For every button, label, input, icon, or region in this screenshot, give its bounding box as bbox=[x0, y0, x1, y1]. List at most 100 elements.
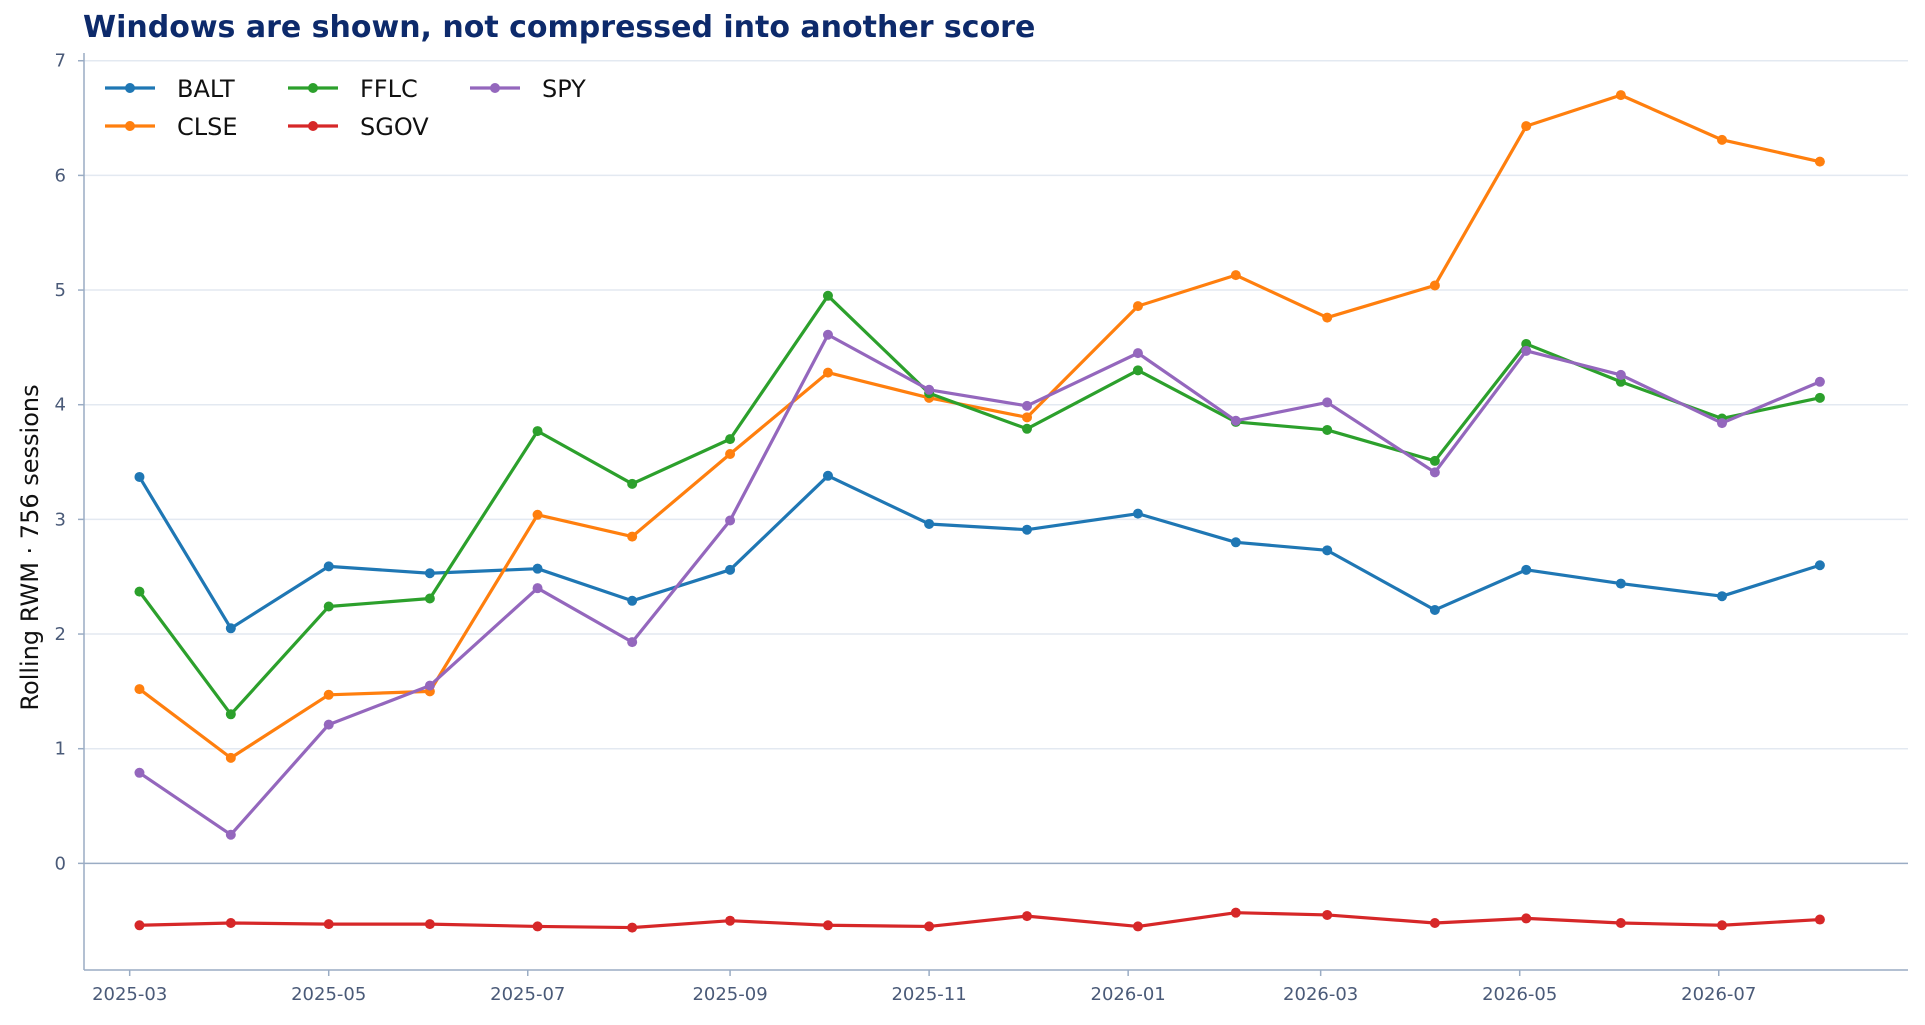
data-point bbox=[1322, 397, 1333, 408]
x-tick-label: 2026-01 bbox=[1091, 984, 1166, 1005]
y-tick-label: 0 bbox=[55, 853, 66, 874]
data-point bbox=[1717, 418, 1728, 429]
data-point bbox=[725, 434, 736, 445]
legend-label: CLSE bbox=[177, 113, 238, 141]
data-point bbox=[1230, 415, 1241, 426]
data-point bbox=[627, 478, 638, 489]
data-point bbox=[1521, 121, 1532, 132]
data-point bbox=[134, 586, 145, 597]
data-point bbox=[1521, 913, 1532, 924]
data-point bbox=[627, 922, 638, 933]
data-point bbox=[1429, 604, 1440, 615]
data-point bbox=[1429, 917, 1440, 928]
data-point bbox=[424, 568, 435, 579]
data-point bbox=[1814, 560, 1825, 571]
data-point bbox=[1814, 914, 1825, 925]
y-tick-label: 2 bbox=[55, 624, 66, 645]
data-point bbox=[1615, 578, 1626, 589]
legend-marker bbox=[125, 121, 135, 131]
data-point bbox=[1429, 280, 1440, 291]
data-point bbox=[1717, 591, 1728, 602]
data-point bbox=[1429, 467, 1440, 478]
data-point bbox=[225, 917, 236, 928]
data-point bbox=[1132, 921, 1143, 932]
data-point bbox=[1615, 90, 1626, 101]
data-point bbox=[225, 623, 236, 634]
data-point bbox=[424, 680, 435, 691]
data-point bbox=[725, 564, 736, 575]
series-line bbox=[137, 294, 1822, 716]
x-tick-label: 2025-03 bbox=[92, 984, 167, 1005]
x-axis-ticks: 2025-03 2025-05 2025-07 2025-09 2025-11 2026-… bbox=[92, 970, 1756, 1005]
y-tick-label: 5 bbox=[55, 280, 66, 301]
series-line bbox=[137, 333, 1822, 837]
data-point bbox=[424, 919, 435, 930]
data-point bbox=[532, 921, 543, 932]
data-point bbox=[1429, 455, 1440, 466]
series-line bbox=[137, 911, 1822, 930]
legend-item-balt: BALT bbox=[105, 75, 235, 103]
series-fflc bbox=[134, 290, 1825, 720]
data-point bbox=[1521, 338, 1532, 349]
data-point bbox=[924, 384, 935, 395]
data-point bbox=[725, 915, 736, 926]
data-point bbox=[1021, 423, 1032, 434]
x-tick-label: 2025-11 bbox=[891, 984, 966, 1005]
x-tick-label: 2025-05 bbox=[291, 984, 366, 1005]
data-point bbox=[323, 561, 334, 572]
data-point bbox=[323, 689, 334, 700]
series-group bbox=[134, 90, 1825, 933]
series-line bbox=[137, 474, 1822, 630]
data-point bbox=[1021, 911, 1032, 922]
data-point bbox=[1132, 301, 1143, 312]
data-point bbox=[1322, 424, 1333, 435]
data-point bbox=[532, 583, 543, 594]
x-tick-label: 2026-03 bbox=[1283, 984, 1358, 1005]
legend-item-fflc: FFLC bbox=[288, 75, 418, 103]
y-axis-label: Rolling RWM · 756 sessions bbox=[16, 384, 44, 710]
y-tick-label: 6 bbox=[55, 165, 66, 186]
legend-marker bbox=[125, 83, 135, 93]
y-tick-label: 7 bbox=[55, 51, 66, 72]
data-point bbox=[1717, 920, 1728, 931]
x-tick-label: 2025-07 bbox=[490, 984, 565, 1005]
data-point bbox=[924, 921, 935, 932]
legend-item-clse: CLSE bbox=[105, 113, 238, 141]
legend-marker bbox=[308, 83, 318, 93]
data-point bbox=[532, 563, 543, 574]
legend-label: FFLC bbox=[360, 75, 418, 103]
data-point bbox=[1615, 376, 1626, 387]
data-point bbox=[1230, 537, 1241, 548]
legend: BALT CLSE FFLC SGOV SPY bbox=[105, 75, 586, 141]
data-point bbox=[323, 919, 334, 930]
data-point bbox=[532, 426, 543, 437]
y-tick-label: 1 bbox=[55, 739, 66, 760]
data-point bbox=[1615, 369, 1626, 380]
data-point bbox=[822, 470, 833, 481]
data-point bbox=[1132, 348, 1143, 359]
data-point bbox=[1132, 365, 1143, 376]
data-point bbox=[134, 920, 145, 931]
series-clse bbox=[134, 90, 1825, 763]
legend-marker bbox=[490, 83, 500, 93]
data-point bbox=[134, 684, 145, 695]
series-spy bbox=[134, 329, 1825, 840]
data-point bbox=[1717, 134, 1728, 145]
data-point bbox=[1021, 412, 1032, 423]
legend-item-spy: SPY bbox=[470, 75, 586, 103]
data-point bbox=[1322, 312, 1333, 323]
data-point bbox=[225, 752, 236, 763]
data-point bbox=[924, 518, 935, 529]
data-point bbox=[725, 449, 736, 460]
legend-label: SPY bbox=[542, 75, 586, 103]
legend-label: BALT bbox=[177, 75, 235, 103]
x-tick-label: 2026-05 bbox=[1482, 984, 1557, 1005]
data-point bbox=[822, 329, 833, 340]
data-point bbox=[822, 290, 833, 301]
data-point bbox=[1021, 400, 1032, 411]
data-point bbox=[1814, 376, 1825, 387]
data-point bbox=[1521, 564, 1532, 575]
data-point bbox=[1322, 545, 1333, 556]
data-point bbox=[1814, 392, 1825, 403]
